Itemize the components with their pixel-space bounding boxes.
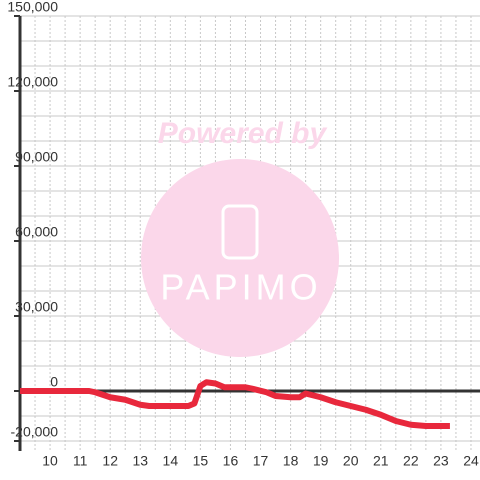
y-tick-label: 120,000: [7, 74, 58, 90]
x-tick-label: 21: [373, 453, 389, 469]
x-tick-label: 10: [42, 453, 58, 469]
watermark-icon: [221, 204, 259, 260]
x-tick-label: 22: [403, 453, 419, 469]
x-tick-label: 20: [343, 453, 359, 469]
line: [20, 379, 450, 429]
x-tick-label: 18: [283, 453, 299, 469]
watermark-logo: PAPIMO: [160, 267, 321, 308]
x-tick-label: 15: [193, 453, 209, 469]
x-tick-label: 16: [223, 453, 239, 469]
y-tick-label: 30,000: [15, 299, 58, 315]
x-tick-label: 11: [73, 453, 88, 469]
y-tick-label: 0: [50, 374, 58, 390]
y-tick-label: -20,000: [11, 424, 59, 440]
x-tick-label: 24: [463, 453, 479, 469]
x-tick-label: 14: [163, 453, 179, 469]
watermark-text: Powered by: [158, 117, 328, 150]
x-tick-label: 23: [433, 453, 449, 469]
x-tick-label: 19: [313, 453, 329, 469]
y-tick-label: 150,000: [7, 0, 58, 15]
x-tick-label: 12: [102, 453, 118, 469]
y-tick-label: 60,000: [15, 224, 58, 240]
x-tick-label: 17: [253, 453, 269, 469]
y-tick-label: 90,000: [15, 149, 58, 165]
x-tick-label: 13: [132, 453, 148, 469]
